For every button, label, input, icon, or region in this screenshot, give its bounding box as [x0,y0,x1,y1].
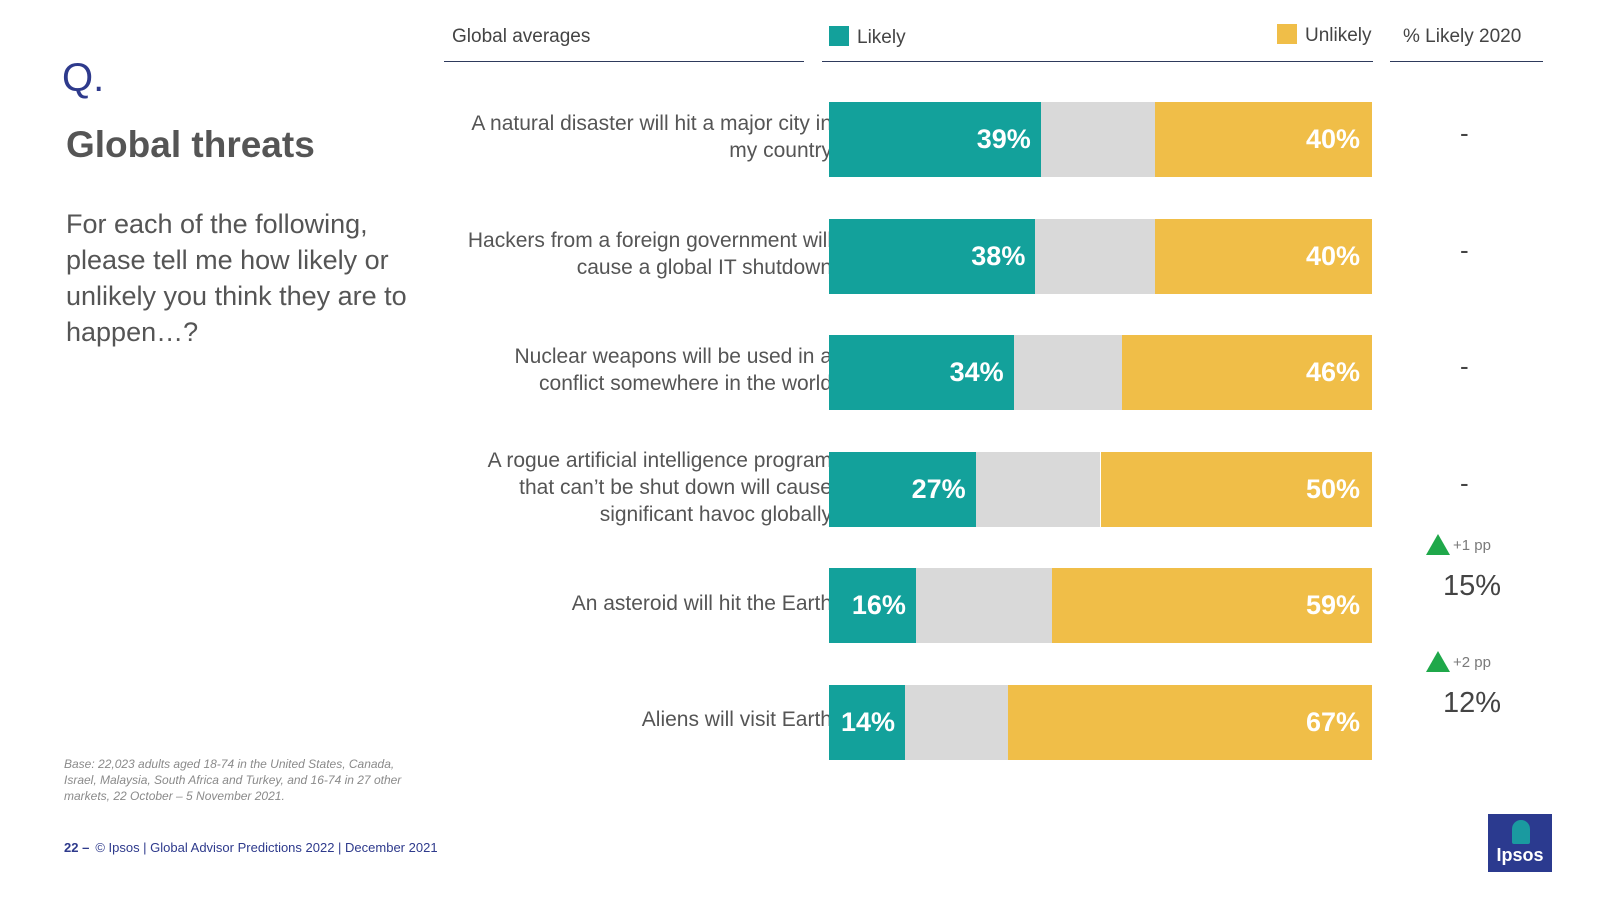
row-label: A natural disaster will hit a major city… [471,112,832,162]
slide-title: Global threats [66,124,315,165]
legend-likely-swatch [829,26,849,46]
bar-likely-label: 16% [851,590,906,620]
question-text: For each of the following, please tell m… [66,209,407,347]
up-arrow-icon [1426,651,1450,672]
bar-unlikely [1100,452,1372,527]
bar-neutral [1035,219,1155,294]
up-arrow-icon [1426,534,1450,555]
likely-2020-value: 15% [1443,570,1502,602]
likely-2020-value: - [1460,468,1469,498]
header-divider-chart [822,61,1373,62]
bar-likely [829,452,976,527]
bar-likely-label: 14% [840,707,896,737]
bar-neutral [1013,335,1123,410]
header-likely-2020: % Likely 2020 [1403,26,1522,47]
q-mark: Q. [62,56,105,100]
likely-2020-value: 12% [1443,687,1502,719]
bar-unlikely [1154,102,1372,177]
legend-unlikely-label: Unlikely [1305,25,1372,46]
bar-neutral [915,568,1052,643]
base-note: Base: 22,023 adults aged 18-74 in the Un… [64,757,402,803]
footer: 22 – © Ipsos | Global Advisor Predictions… [64,840,438,855]
likely-2020-value: - [1460,351,1469,381]
change-2020: +1 pp [1453,537,1491,554]
header-divider-2020 [1390,61,1543,62]
row-label: Hackers from a foreign government will c… [467,229,832,279]
bar-likely-label: 34% [949,357,1004,387]
bar-likely [829,335,1014,410]
bar-unlikely [1122,335,1372,410]
bar-likely [829,568,916,643]
row-label: Nuclear weapons will be used in a confli… [514,345,832,395]
ipsos-logo-mark [1512,820,1530,844]
bar-unlikely [1008,685,1372,760]
header-global-averages: Global averages [452,26,591,47]
header-divider-global [444,61,804,62]
change-2020: +2 pp [1453,654,1491,671]
bar-neutral [905,685,1009,760]
bar-likely-label: 27% [911,474,966,504]
bar-unlikely [1051,568,1372,643]
bar-unlikely-label: 50% [1305,474,1360,504]
legend-unlikely: Unlikely [1277,24,1372,47]
legend-unlikely-swatch [1277,24,1297,44]
bar-likely [829,685,906,760]
bar-likely [829,219,1036,294]
bar-likely [829,102,1041,177]
bar-unlikely-label: 67% [1305,707,1360,737]
bar-neutral [1040,102,1155,177]
bar-unlikely [1154,219,1372,294]
ipsos-logo-text: Ipsos [1496,845,1544,865]
row-label: An asteroid will hit the Earth [571,592,832,615]
bar-unlikely-label: 46% [1305,357,1360,387]
likely-2020-value: - [1460,235,1469,265]
row-label: Aliens will visit Earth [641,708,832,731]
bar-likely-label: 39% [976,124,1031,154]
bar-likely-label: 38% [971,241,1026,271]
legend-likely-label: Likely [857,27,906,48]
page-number: 22 – [64,840,90,855]
bar-neutral [975,452,1101,527]
row-label: A rogue artificial intelligence program … [487,449,832,526]
bar-unlikely-label: 40% [1305,241,1360,271]
footer-text: © Ipsos | Global Advisor Predictions 202… [95,840,438,855]
likely-2020-value: - [1460,118,1469,148]
legend-likely: Likely [829,26,906,49]
bar-unlikely-label: 40% [1305,124,1360,154]
ipsos-logo: Ipsos [1488,814,1552,872]
bar-unlikely-label: 59% [1305,590,1360,620]
